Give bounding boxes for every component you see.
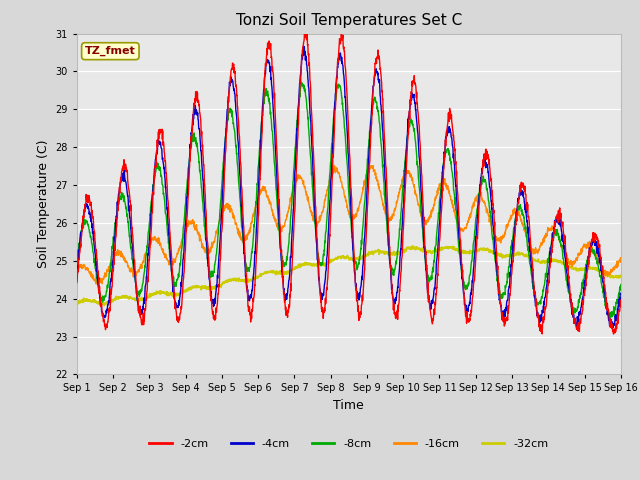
X-axis label: Time: Time [333,399,364,412]
Legend: -2cm, -4cm, -8cm, -16cm, -32cm: -2cm, -4cm, -8cm, -16cm, -32cm [145,434,553,454]
Text: TZ_fmet: TZ_fmet [85,46,136,56]
Title: Tonzi Soil Temperatures Set C: Tonzi Soil Temperatures Set C [236,13,462,28]
Y-axis label: Soil Temperature (C): Soil Temperature (C) [36,140,50,268]
